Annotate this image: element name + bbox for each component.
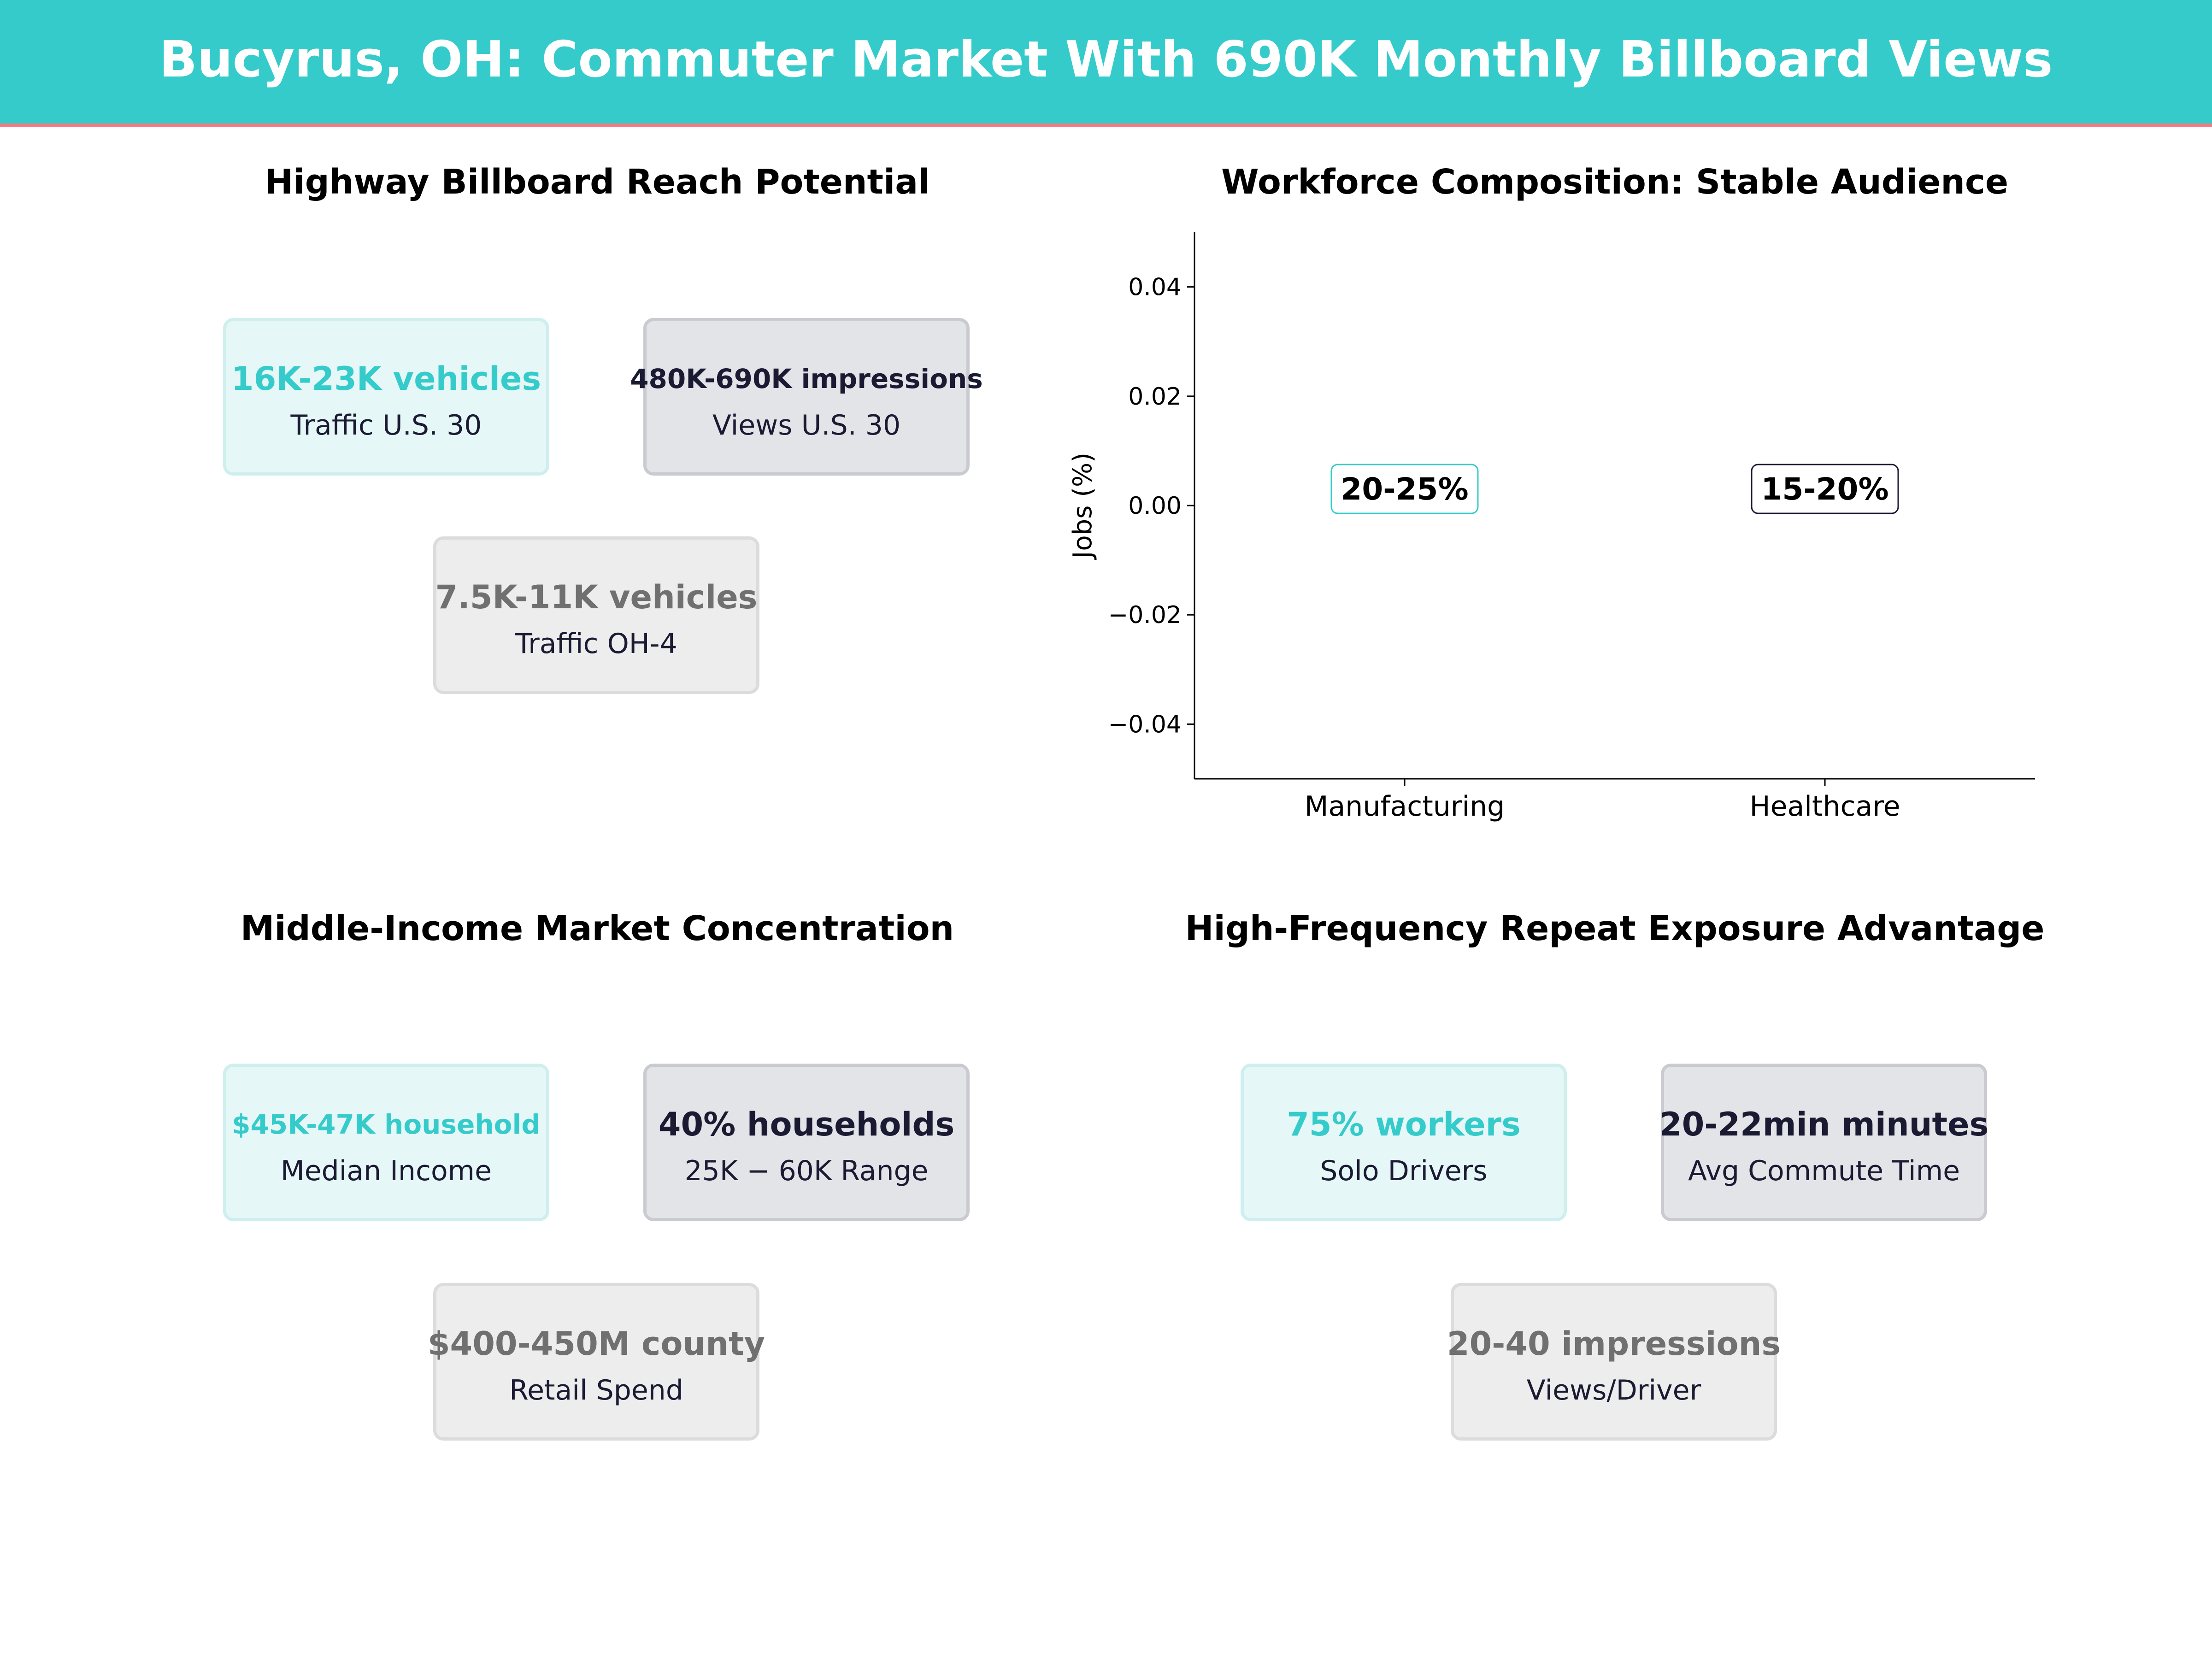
metric-value: $400-450M county bbox=[427, 1325, 765, 1363]
metric-card-commute-time: 20-22min minutes Avg Commute Time bbox=[1659, 1064, 1988, 1221]
header-banner: Bucyrus, OH: Commuter Market With 690K M… bbox=[0, 0, 2212, 127]
y-tick-label: 0.04 bbox=[1128, 274, 1182, 301]
income-panel-title: Middle-Income Market Concentration bbox=[240, 909, 954, 948]
metric-value: 75% workers bbox=[1287, 1106, 1521, 1143]
metric-card-solo-drivers: 75% workers Solo Drivers bbox=[1241, 1064, 1567, 1221]
y-tick-label: 0.00 bbox=[1128, 492, 1182, 520]
metric-value: 16K-23K vehicles bbox=[231, 360, 541, 398]
metric-label: Median Income bbox=[280, 1155, 492, 1187]
x-category-label: Healthcare bbox=[1749, 790, 1900, 823]
metric-card-traffic-us30: 16K-23K vehicles Traffic U.S. 30 bbox=[223, 318, 549, 476]
metric-card-median-income: $45K-47K household Median Income bbox=[223, 1064, 549, 1221]
metric-label: Retail Spend bbox=[509, 1374, 683, 1406]
page-title: Bucyrus, OH: Commuter Market With 690K M… bbox=[159, 30, 2053, 88]
metric-label: 25K − 60K Range bbox=[684, 1155, 929, 1187]
data-label-healthcare: 15-20% bbox=[1761, 471, 1888, 507]
metric-label: Traffic OH-4 bbox=[515, 628, 677, 660]
data-label-box bbox=[1751, 464, 1899, 514]
metric-label: Views/Driver bbox=[1526, 1374, 1701, 1406]
exposure-panel-title: High-Frequency Repeat Exposure Advantage bbox=[1185, 909, 2045, 948]
reach-panel-title: Highway Billboard Reach Potential bbox=[265, 162, 930, 202]
x-category-label: Manufacturing bbox=[1305, 790, 1505, 823]
metric-value: 20-22min minutes bbox=[1659, 1106, 1989, 1143]
y-tick-label: −0.04 bbox=[1108, 711, 1182, 738]
metric-value: 7.5K-11K vehicles bbox=[435, 578, 758, 616]
metric-value: 20-40 impressions bbox=[1447, 1325, 1781, 1363]
metric-label: Views U.S. 30 bbox=[712, 409, 901, 441]
metric-value: $45K-47K household bbox=[232, 1109, 541, 1140]
metric-card-retail-spend: $400-450M county Retail Spend bbox=[428, 1283, 765, 1441]
y-tick-label: 0.02 bbox=[1128, 383, 1182, 411]
metric-card-views-us30: 480K-690K impressions Views U.S. 30 bbox=[630, 318, 983, 476]
metric-card-traffic-oh4: 7.5K-11K vehicles Traffic OH-4 bbox=[433, 536, 759, 694]
metric-value: 40% households bbox=[658, 1106, 955, 1143]
metric-card-views-per-driver: 20-40 impressions Views/Driver bbox=[1447, 1283, 1781, 1441]
data-label-manufacturing: 20-25% bbox=[1341, 471, 1468, 507]
y-axis-label: Jobs (%) bbox=[1068, 453, 1098, 560]
metric-card-income-range: 40% households 25K − 60K Range bbox=[643, 1064, 970, 1221]
metric-label: Traffic U.S. 30 bbox=[290, 409, 482, 441]
y-tick-label: −0.02 bbox=[1108, 601, 1182, 629]
data-label-box bbox=[1330, 464, 1479, 514]
workforce-panel-title: Workforce Composition: Stable Audience bbox=[1221, 162, 2009, 202]
metric-label: Solo Drivers bbox=[1320, 1155, 1488, 1187]
metric-value: 480K-690K impressions bbox=[630, 363, 983, 394]
metric-label: Avg Commute Time bbox=[1688, 1155, 1960, 1187]
